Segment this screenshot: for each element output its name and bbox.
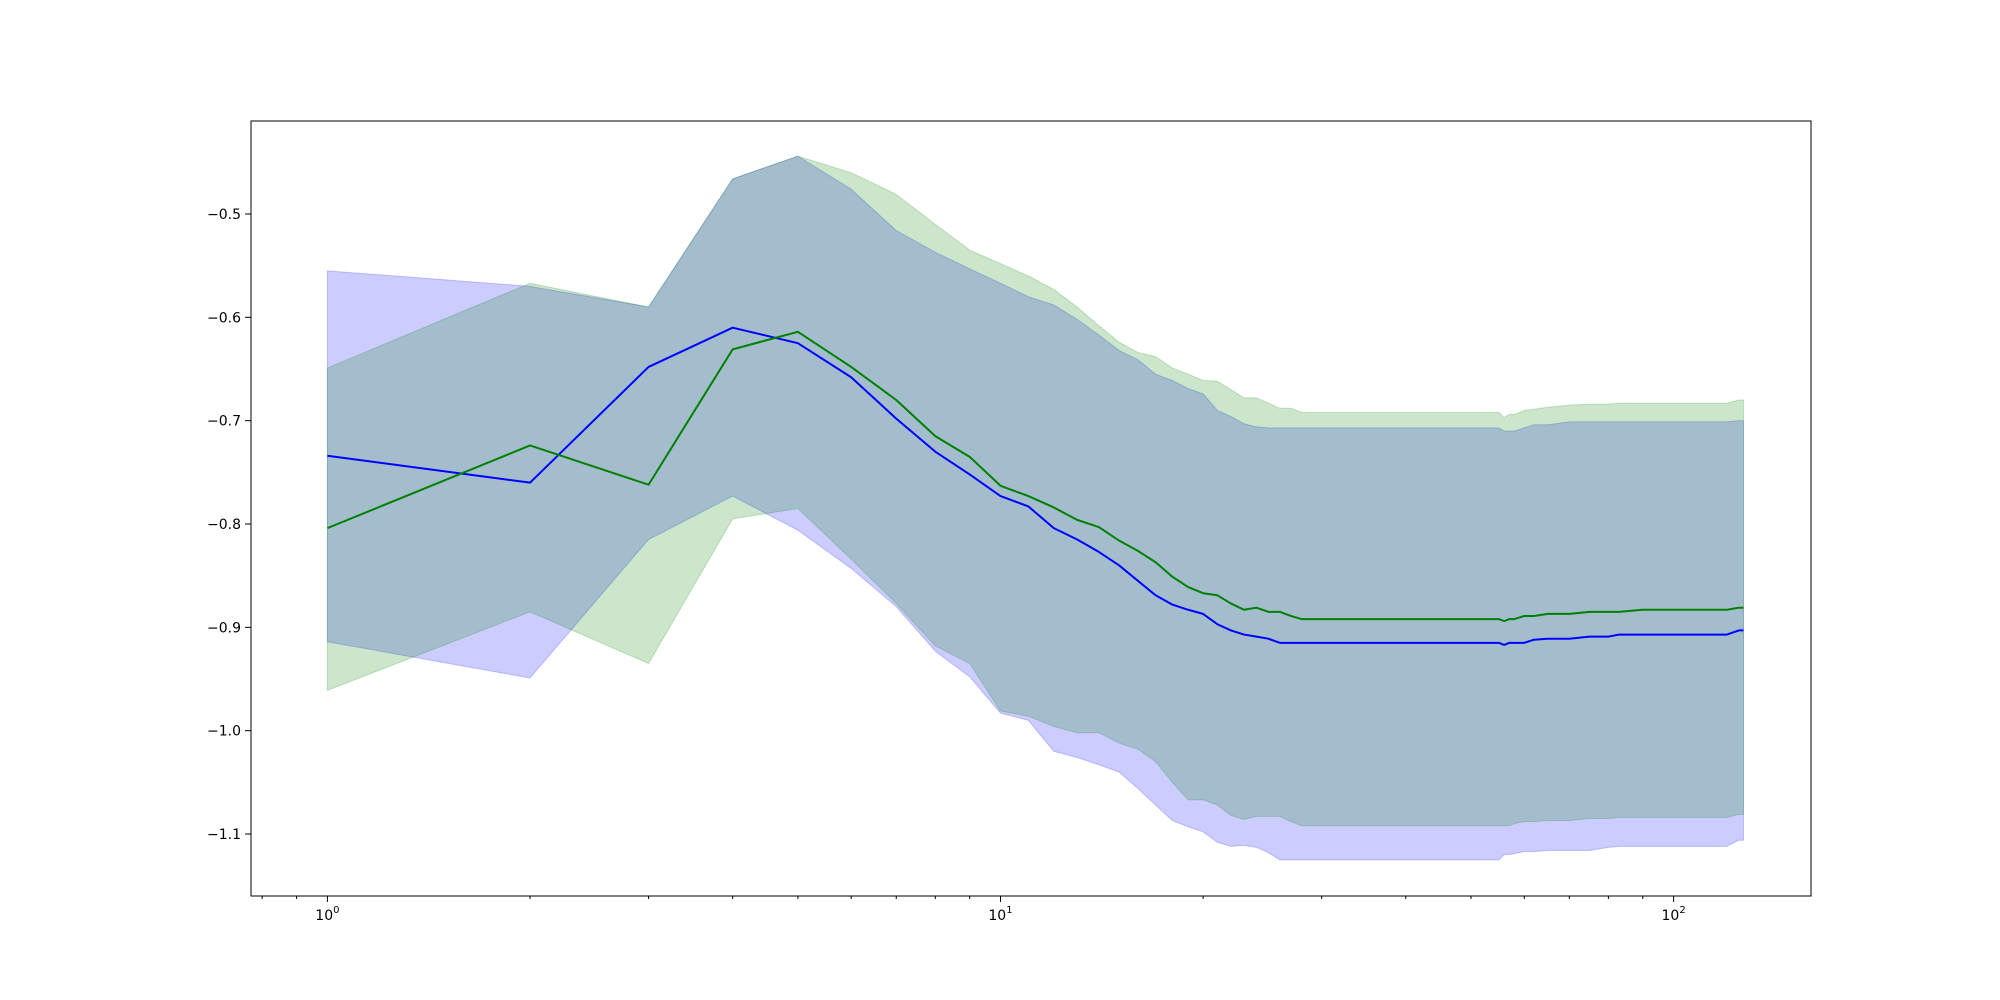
confidence-bands <box>326 155 1744 861</box>
y-tick-label: −0.5 <box>207 207 241 223</box>
y-tick-label: −1.0 <box>207 724 241 740</box>
series-1-band <box>326 155 1744 861</box>
y-axis: −0.5 −0.6 −0.7 −0.8 −0.9 −1.0 −1.1 <box>207 207 251 843</box>
y-tick-label: −1.1 <box>207 827 241 843</box>
y-tick-label: −0.6 <box>207 310 241 326</box>
series-2-band <box>326 155 1744 827</box>
y-tick-label: −0.7 <box>207 414 241 430</box>
series-lines <box>327 326 1744 646</box>
x-tick-label: 101 <box>988 905 1012 924</box>
x-axis: 100 101 102 <box>261 896 1686 924</box>
y-tick-label: −0.9 <box>207 620 241 636</box>
series-1-line <box>327 326 1744 646</box>
y-tick-label: −0.8 <box>207 517 241 533</box>
x-tick-label: 100 <box>315 905 339 924</box>
series-2-line <box>327 330 1744 623</box>
x-tick-label: 102 <box>1662 905 1686 924</box>
plot-frame <box>250 120 1812 897</box>
